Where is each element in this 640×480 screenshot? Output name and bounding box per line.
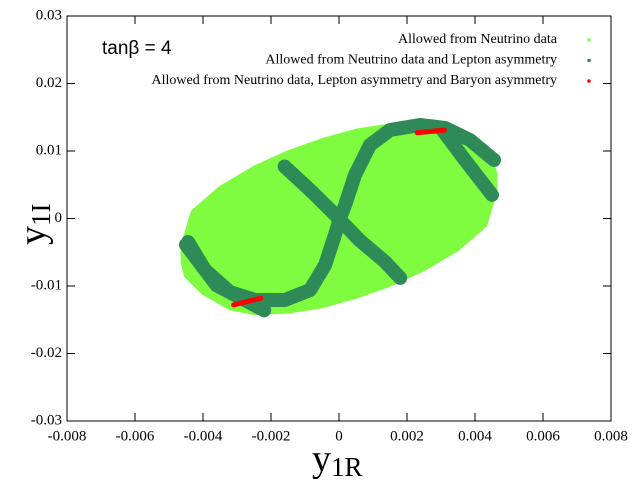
x-tick-label: -0.008 [48,428,87,444]
y-tick-label: -0.02 [31,345,62,361]
y-tick-label: 0 [55,210,63,226]
x-tick-label: -0.006 [116,428,155,444]
legend-label: Allowed from Neutrino data [398,32,558,47]
x-label-base: y [312,438,331,480]
series-region [179,118,502,318]
x-tick-label: -0.002 [252,428,291,444]
y-tick-label: 0.01 [36,142,62,158]
y-tick-label: 0.02 [36,75,62,91]
x-tick-label: 0.008 [594,428,628,444]
y-label-base: y [12,226,54,245]
series-region [231,127,447,308]
y-label-sub: 1I [26,204,56,227]
x-tick-label: -0.004 [184,428,223,444]
legend-marker [587,79,591,83]
y-tick-label: -0.03 [31,412,62,428]
legend-marker [587,58,591,63]
annotation: tanβ = 4 [102,38,172,59]
x-tick-label: 0.002 [390,428,424,444]
x-tick-label: 0.006 [526,428,560,444]
x-tick-label: 0 [335,428,343,444]
y-tick-label: 0.03 [36,7,62,23]
x-label-sub: 1R [331,452,363,480]
legend-label: Allowed from Neutrino data and Lepton as… [265,53,557,68]
x-axis-label: y1R [312,438,363,480]
y-tick-label: -0.01 [31,277,62,293]
legend-label: Allowed from Neutrino data, Lepton asymm… [151,73,557,88]
y-axis-label: y1I [12,204,56,246]
legend-marker [587,38,591,42]
x-tick-label: 0.004 [458,428,492,444]
